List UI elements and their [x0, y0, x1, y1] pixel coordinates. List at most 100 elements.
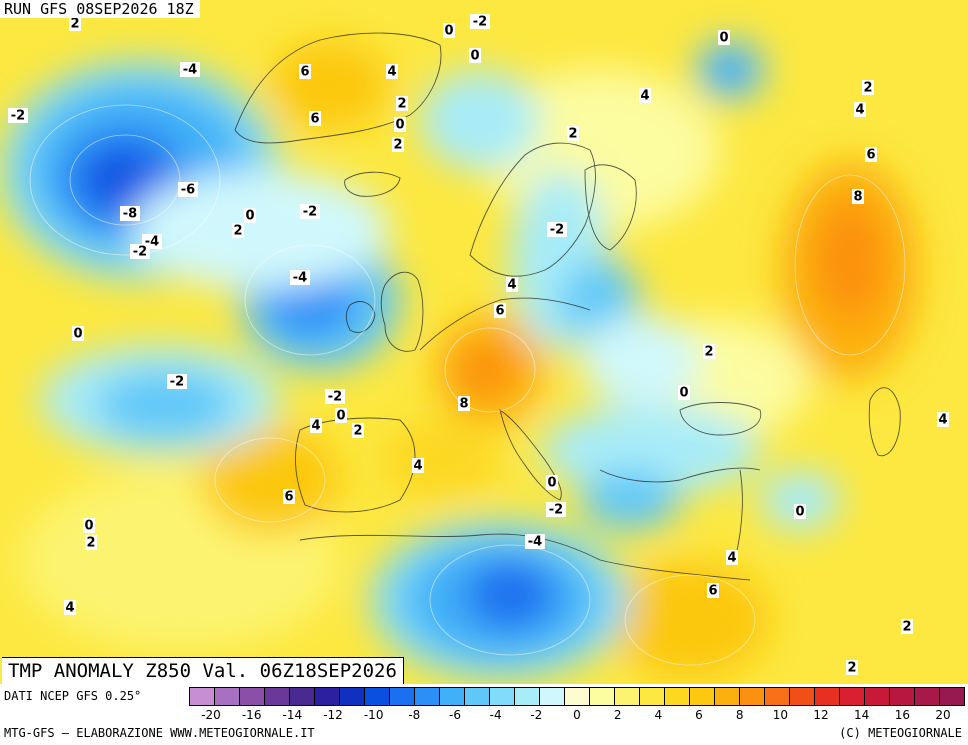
tick-label: -6	[449, 708, 461, 722]
color-swatch	[390, 688, 415, 705]
contour-label-bg	[852, 189, 864, 204]
contour-label-bg	[167, 374, 187, 389]
contour-label-bg	[8, 108, 28, 123]
contour-label: 4	[507, 278, 516, 293]
contour-label: 6	[300, 65, 309, 80]
anomaly-map: 2-4-2-8-6-4-2026642020-20042-2-40-2-2024…	[0, 0, 968, 684]
contour-label-bg	[394, 117, 406, 132]
contour-label: 2	[86, 536, 95, 551]
contour-labels: 2-4-2-8-6-4-2026642020-20042-2-40-2-2024…	[8, 14, 949, 676]
color-swatch	[790, 688, 815, 705]
contour-label-bg	[937, 412, 949, 427]
contour-label: 2	[863, 81, 872, 96]
contour-label: -6	[181, 183, 195, 198]
contour-label-bg	[64, 600, 76, 615]
contour-label-bg	[547, 222, 567, 237]
contour-label-bg	[309, 111, 321, 126]
color-swatch	[615, 688, 640, 705]
color-swatch	[540, 688, 565, 705]
contour-label: 6	[310, 112, 319, 127]
contour-label: -4	[293, 271, 307, 286]
tick-label: -2	[530, 708, 543, 722]
contour-label-bg	[506, 277, 518, 292]
contour-label-bg	[862, 80, 874, 95]
contour-label-bg	[72, 326, 84, 341]
contour-label-bg	[707, 583, 719, 598]
contour-label: 0	[245, 209, 254, 224]
contour-label: -2	[303, 205, 317, 220]
tick-label: -20	[201, 708, 221, 722]
color-swatch	[215, 688, 240, 705]
contour-label-bg	[352, 423, 364, 438]
color-swatch	[690, 688, 715, 705]
contour-label-bg	[244, 208, 256, 223]
contour-label-bg	[69, 16, 81, 31]
tick-label: 2	[613, 708, 622, 722]
color-swatch	[715, 688, 740, 705]
contour-label: 2	[847, 661, 856, 676]
contour-label: 0	[679, 386, 688, 401]
contour-label-bg	[901, 619, 913, 634]
contour-label: 0	[84, 519, 93, 534]
color-swatch	[565, 688, 590, 705]
contour-label-bg	[718, 30, 730, 45]
contour-label: -4	[528, 535, 542, 550]
color-swatch	[415, 688, 440, 705]
map-title: TMP ANOMALY Z850 Val. 06Z18SEP2026	[2, 657, 404, 684]
tick-label: 4	[654, 708, 663, 722]
contour-label-bg	[300, 204, 320, 219]
color-swatch	[365, 688, 390, 705]
tick-label: 10	[772, 708, 788, 722]
contour-label: 0	[395, 118, 404, 133]
contour-label-bg	[794, 504, 806, 519]
contour-label: 2	[233, 224, 242, 239]
contour-label-bg	[290, 270, 310, 285]
contour-label: 2	[393, 138, 402, 153]
contour-label-bg	[392, 137, 404, 152]
tick-label: 20	[935, 708, 951, 722]
color-swatch	[190, 688, 215, 705]
contour-label-bg	[130, 244, 150, 259]
contour-label-bg	[120, 206, 140, 221]
credit-elaboration: MTG-GFS – ELABORAZIONE WWW.METEOGIORNALE…	[4, 726, 315, 740]
contour-label-bg	[458, 396, 470, 411]
contour-label: 0	[795, 505, 804, 520]
tick-label: -10	[363, 708, 384, 722]
contour-label: 4	[938, 413, 947, 428]
contour-label: 8	[459, 397, 468, 412]
contour-label-bg	[846, 660, 858, 675]
contour-label-bg	[470, 14, 490, 29]
color-swatch	[340, 688, 365, 705]
contour-label-bg	[546, 475, 558, 490]
isotherm-lines	[29, 104, 906, 666]
contour-label-bg	[678, 385, 690, 400]
contour-label: 2	[397, 97, 406, 112]
contour-label-bg	[726, 550, 738, 565]
contour-label-bg	[299, 64, 311, 79]
color-swatch	[640, 688, 665, 705]
contour-label-bg	[494, 303, 506, 318]
contour-label: -2	[550, 223, 564, 238]
contour-label: 0	[336, 409, 345, 424]
contour-label: 0	[73, 327, 82, 342]
color-swatch	[665, 688, 690, 705]
contour-label-bg	[469, 48, 481, 63]
contour-label-bg	[283, 489, 295, 504]
contour-label: 4	[855, 103, 864, 118]
contour-label: 2	[568, 127, 577, 142]
tick-label: -14	[282, 708, 303, 722]
contour-label: 4	[727, 551, 736, 566]
color-swatch	[440, 688, 465, 705]
tick-label: -4	[489, 708, 502, 722]
contour-label-bg	[567, 126, 579, 141]
color-swatch	[815, 688, 840, 705]
contour-label: -2	[170, 375, 184, 390]
color-swatch	[915, 688, 940, 705]
tick-label: 6	[695, 708, 703, 722]
contour-label: 6	[495, 304, 504, 319]
contour-label: 0	[719, 31, 728, 46]
color-scale-bar	[189, 687, 965, 706]
contour-label: 6	[284, 490, 293, 505]
tick-label: 0	[573, 708, 581, 722]
color-swatch	[240, 688, 265, 705]
